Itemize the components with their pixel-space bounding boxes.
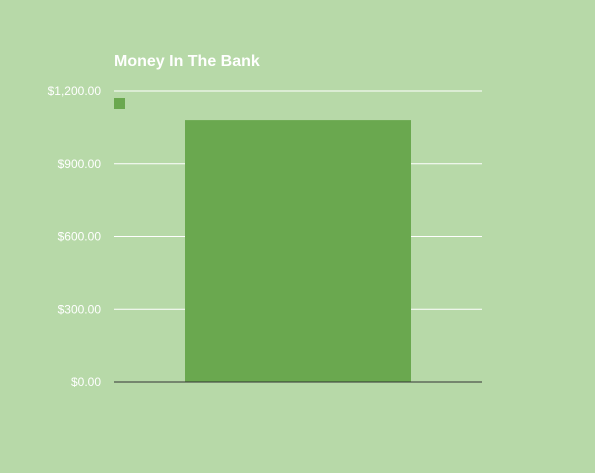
y-tick-label: $1,200.00 [48,84,102,98]
chart-title: Money In The Bank [114,53,260,70]
y-tick-label: $600.00 [58,230,102,244]
y-tick-label: $0.00 [71,375,101,389]
y-tick-label: $900.00 [58,157,102,171]
bar [185,120,411,382]
y-tick-label: $300.00 [58,302,102,316]
legend-swatch [114,98,125,109]
